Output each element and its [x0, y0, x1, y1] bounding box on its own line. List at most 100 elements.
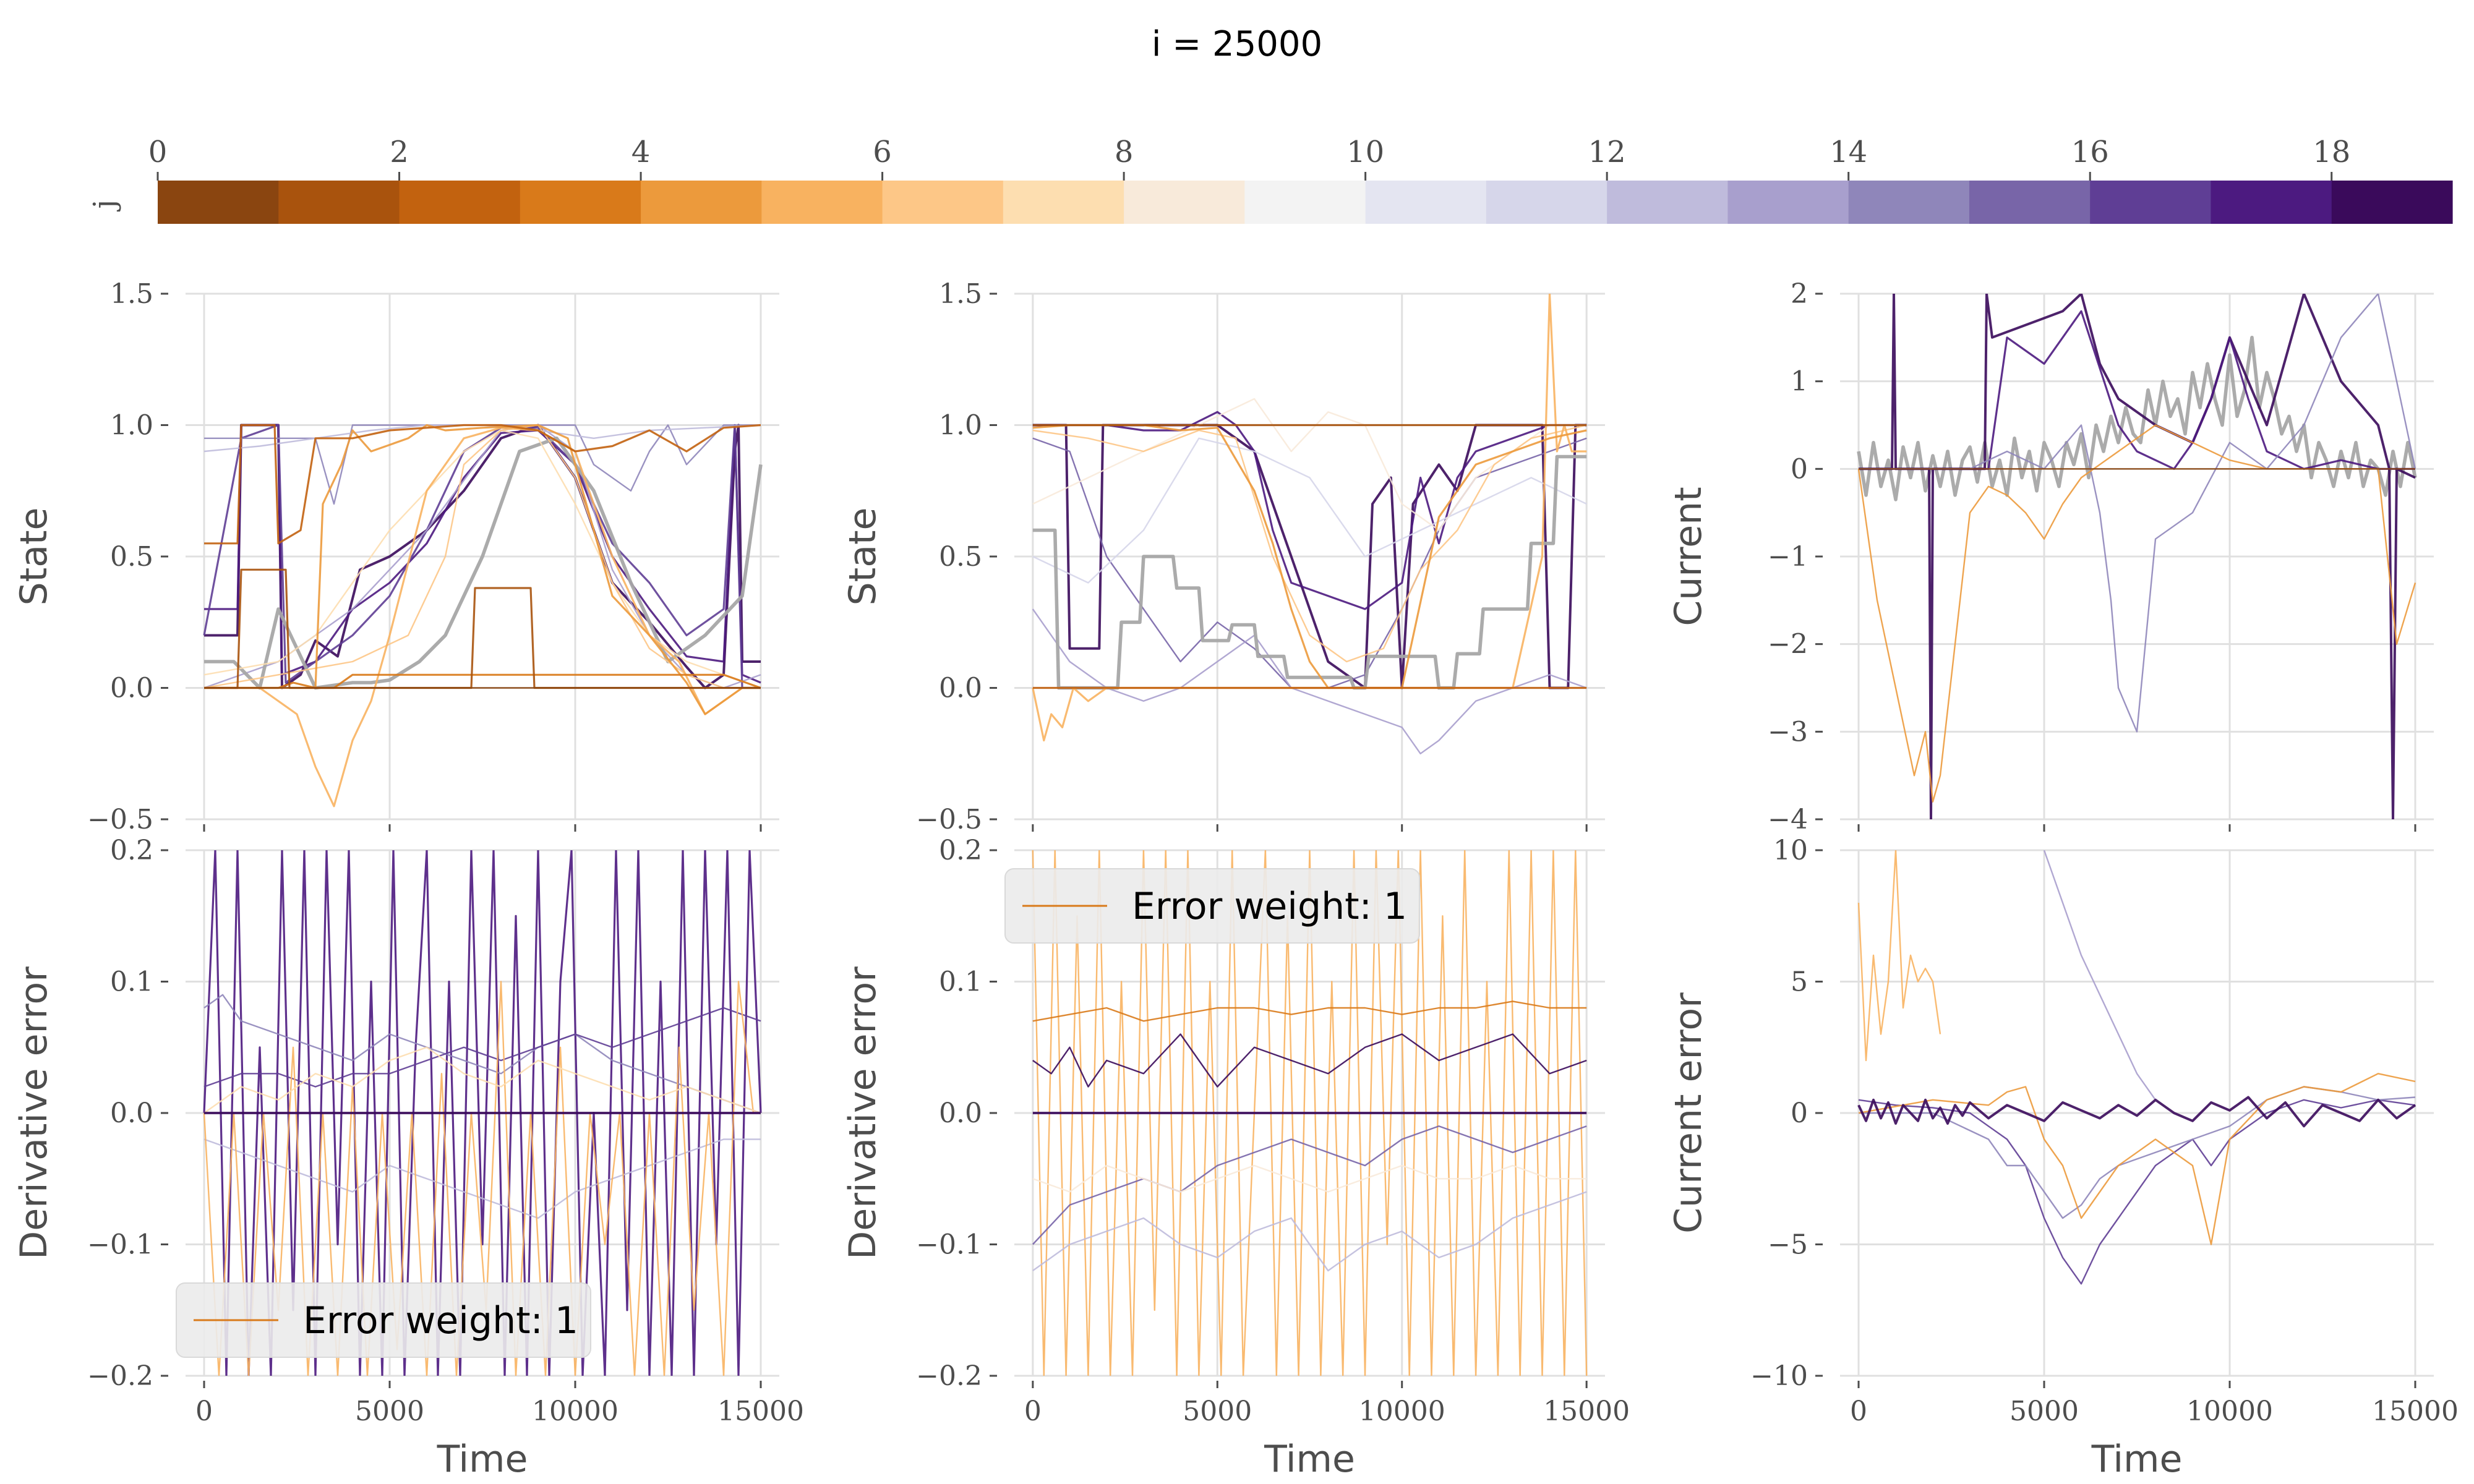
colorbar-swatch	[1607, 181, 1729, 224]
series-line-j14	[204, 424, 761, 505]
y-tick-label: 10	[1773, 835, 1808, 866]
x-tick-label: 10000	[532, 1396, 618, 1427]
y-axis-label: Derivative error	[841, 966, 884, 1260]
y-tick-label: 0.5	[939, 541, 982, 573]
x-tick-label: 15000	[1543, 1396, 1630, 1427]
legend-label: Error weight: 1	[303, 1299, 578, 1342]
y-axis: −0.2 −0.1 0.0 0.1 0.2	[916, 835, 997, 1392]
y-tick-label: −0.1	[916, 1229, 982, 1261]
y-tick-label: 0.5	[110, 541, 153, 573]
x-axis-label: Time	[1264, 1438, 1355, 1481]
series-line-j15	[1032, 1125, 1587, 1245]
x-axis	[203, 824, 762, 832]
series-line-j4	[1858, 1073, 2416, 1245]
series-line-j7	[203, 1046, 761, 1114]
colorbar-tick-label: 6	[873, 135, 892, 169]
colorbar-swatch	[520, 181, 641, 224]
series-line-j16	[203, 1007, 761, 1088]
y-tick-label: −3	[1768, 716, 1808, 748]
colorbar-swatch	[1003, 181, 1124, 224]
series-line-j17	[203, 850, 762, 1376]
series-line-j8	[1032, 1164, 1587, 1193]
y-tick-label: 0.0	[939, 1098, 982, 1129]
colorbar-swatch	[761, 181, 883, 224]
subplot-deriv-error-2: −0.2 −0.1 0.0 0.1 0.2 0 5000 10000 15000 Derivati…	[841, 835, 1630, 1481]
colorbar: 0 2 4 6 8 10 12 14 16 18 j	[87, 135, 2453, 224]
y-tick-label: −0.5	[87, 804, 153, 835]
colorbar-swatches	[158, 181, 2453, 224]
colorbar-swatch	[1244, 181, 1366, 224]
y-axis-label: Derivative error	[12, 966, 56, 1260]
colorbar-swatch	[1486, 181, 1607, 224]
y-tick-label: 1.0	[939, 410, 982, 441]
colorbar-swatch	[882, 181, 1004, 224]
colorbar-tick-label: 14	[1830, 135, 1867, 169]
colorbar-tick-label: 16	[2071, 135, 2109, 169]
subplot-current-error-1: −10 −5 0 5 10 0 5000 10000 15000 Current error Tim…	[1667, 835, 2459, 1481]
series-line-j5	[1032, 294, 1587, 742]
colorbar-swatch	[2331, 181, 2453, 224]
y-tick-label: −0.2	[916, 1360, 982, 1392]
series-line-j13	[2043, 850, 2156, 1101]
series-line-j18	[1032, 1033, 1587, 1088]
x-axis	[1857, 824, 2416, 832]
x-tick-label: 10000	[1359, 1396, 1445, 1427]
series-line-j12	[203, 1138, 761, 1219]
x-tick-label: 15000	[2372, 1396, 2459, 1427]
series-line-j13	[1032, 608, 1587, 754]
series-line-j9	[1032, 454, 1587, 690]
colorbar-swatch	[641, 181, 762, 224]
y-tick-label: −2	[1768, 629, 1808, 660]
y-tick-label: 0.0	[110, 673, 153, 704]
y-axis: −0.2 −0.1 0.0 0.1 0.2	[87, 835, 168, 1392]
series-line-j11	[1032, 437, 1587, 584]
x-tick-label: 5000	[2010, 1396, 2079, 1427]
y-tick-label: −10	[1750, 1360, 1808, 1392]
colorbar-tick-label: 2	[390, 135, 409, 169]
legend: Error weight: 1	[176, 1282, 591, 1358]
y-axis-label: State	[12, 508, 56, 606]
y-tick-label: 2	[1791, 278, 1808, 310]
colorbar-tick-label: 10	[1346, 135, 1384, 169]
colorbar-tick-label: 8	[1115, 135, 1134, 169]
series-line-j5	[204, 427, 761, 808]
series-line-j17	[1859, 310, 2415, 470]
y-tick-label: −1	[1768, 541, 1808, 573]
x-tick-label: 0	[195, 1396, 213, 1427]
colorbar-tick-label: 12	[1588, 135, 1626, 169]
series-group	[1032, 850, 1588, 1376]
y-tick-label: 0.0	[110, 1098, 153, 1129]
y-axis: −4 −3 −2 −1 0 1 2	[1768, 278, 1823, 835]
y-axis: −0.5 0.0 0.5 1.0 1.5	[87, 278, 168, 835]
colorbar-swatch	[1969, 181, 2091, 224]
colorbar-swatch	[2090, 181, 2212, 224]
x-tick-label: 0	[1850, 1396, 1867, 1427]
x-tick-label: 0	[1024, 1396, 1042, 1427]
x-axis: 0 5000 10000 15000	[195, 1381, 804, 1427]
y-tick-label: −5	[1768, 1229, 1808, 1261]
series-line-j3	[1032, 1000, 1587, 1022]
y-tick-label: −0.2	[87, 1360, 153, 1392]
y-tick-label: 0.1	[939, 966, 982, 998]
colorbar-ticks: 0 2 4 6 8 10 12 14 16 18	[148, 135, 2350, 181]
x-axis-label: Time	[2091, 1438, 2183, 1481]
y-axis-label: Current error	[1667, 992, 1710, 1234]
colorbar-swatch	[1727, 181, 1849, 224]
series-line-j17	[1032, 411, 1587, 610]
y-tick-label: 0.1	[110, 966, 153, 998]
series-line-j6	[1032, 424, 1587, 663]
colorbar-swatch	[278, 181, 400, 224]
colorbar-swatch	[1365, 181, 1487, 224]
series-line-j3	[204, 673, 761, 689]
series-line-j14	[203, 994, 761, 1114]
y-tick-label: 0.0	[939, 673, 982, 704]
colorbar-tick-label: 18	[2313, 135, 2350, 169]
y-tick-label: −0.5	[916, 804, 982, 835]
colorbar-swatch	[158, 181, 279, 224]
gridlines	[1014, 292, 1605, 821]
legend: Error weight: 1	[1004, 868, 1420, 944]
y-tick-label: 5	[1791, 966, 1808, 998]
y-axis-label: State	[841, 508, 884, 606]
y-tick-label: −0.1	[87, 1229, 153, 1261]
series-group	[203, 424, 763, 808]
